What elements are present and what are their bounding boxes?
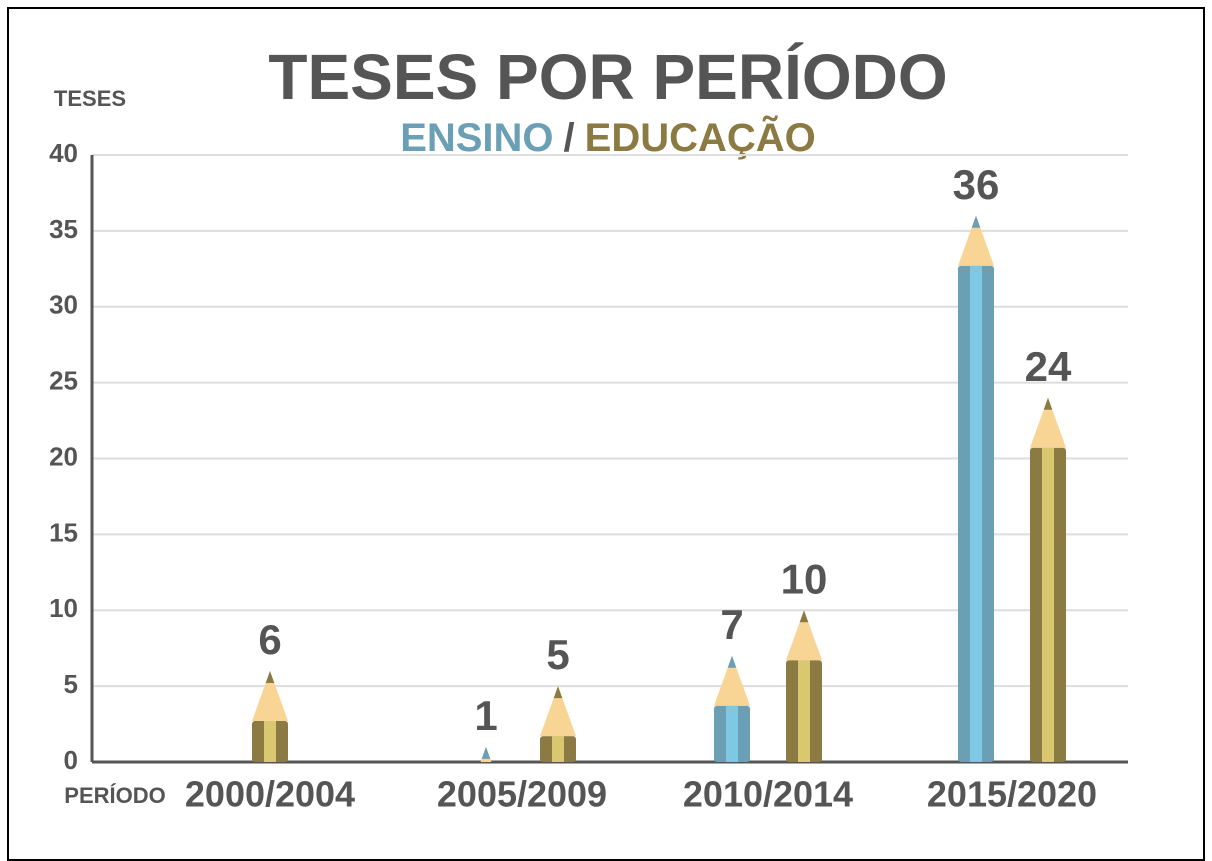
y-tick-label: 0 xyxy=(64,745,78,775)
pencil xyxy=(786,610,822,762)
y-tick-label: 30 xyxy=(49,290,78,320)
value-label: 36 xyxy=(953,161,1000,208)
pencil-tip xyxy=(786,610,822,661)
pencil-tip xyxy=(714,655,750,706)
pencil-lead xyxy=(553,686,563,699)
x-axis-label: PERÍODO xyxy=(64,783,165,808)
frame xyxy=(7,7,1205,861)
bar-core xyxy=(1042,447,1054,762)
y-tick-label: 25 xyxy=(49,366,78,396)
legend-separator: / xyxy=(564,116,575,160)
bar-core xyxy=(552,736,564,762)
x-tick-label: 2010/2014 xyxy=(683,774,853,815)
bar-core xyxy=(970,265,982,762)
y-tick-label: 35 xyxy=(49,214,78,244)
pencil-lead xyxy=(265,670,275,683)
pencil-lead xyxy=(971,215,981,228)
y-tick-label: 40 xyxy=(49,138,78,168)
pencil-tip xyxy=(540,686,576,737)
x-tick-label: 2015/2020 xyxy=(927,774,1097,815)
y-tick-label: 20 xyxy=(49,441,78,471)
value-label: 24 xyxy=(1025,343,1072,390)
pencil xyxy=(958,215,994,762)
legend-entry: ENSINO xyxy=(400,116,553,160)
value-label: 1 xyxy=(474,692,497,739)
value-label: 10 xyxy=(781,555,828,602)
pencil xyxy=(252,670,288,762)
bar-core xyxy=(726,705,738,762)
y-tick-label: 10 xyxy=(49,593,78,623)
y-tick-label: 15 xyxy=(49,517,78,547)
bar-core xyxy=(798,660,810,762)
pencil-lead xyxy=(799,610,809,623)
value-label: 7 xyxy=(720,601,743,648)
y-tick-label: 5 xyxy=(64,669,78,699)
value-label: 6 xyxy=(258,616,281,663)
value-label: 5 xyxy=(546,631,569,678)
pencil-lead xyxy=(1043,397,1053,410)
chart-title: TESES POR PERÍODO xyxy=(268,41,947,113)
legend-entry: EDUCAÇÃO xyxy=(585,114,816,160)
pencil xyxy=(1030,397,1066,762)
legend: ENSINO / EDUCAÇÃO xyxy=(400,114,816,160)
pencil xyxy=(540,686,576,762)
pencil-tip xyxy=(958,215,994,266)
pencil-lead xyxy=(481,746,491,759)
x-tick-label: 2000/2004 xyxy=(185,774,355,815)
x-tick-label: 2005/2009 xyxy=(437,774,607,815)
pencil-tip xyxy=(1030,397,1066,448)
pencil xyxy=(480,746,492,762)
pencil-tip xyxy=(252,670,288,721)
y-axis-label: TESES xyxy=(54,86,126,111)
bar-core xyxy=(264,720,276,762)
pencil xyxy=(714,655,750,762)
pencil-lead xyxy=(727,655,737,668)
